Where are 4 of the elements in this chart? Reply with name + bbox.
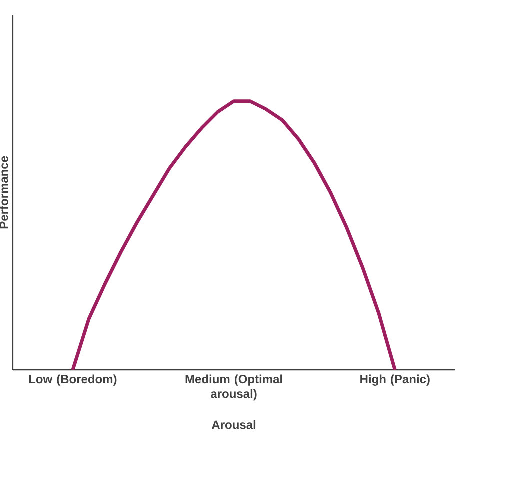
x-axis-title: Arousal bbox=[212, 420, 256, 430]
x-tick-label: Medium (Optimal arousal) bbox=[186, 374, 282, 401]
x-tick-label: High (Panic) bbox=[360, 374, 430, 386]
x-tick-label: Low (Boredom) bbox=[29, 374, 117, 386]
